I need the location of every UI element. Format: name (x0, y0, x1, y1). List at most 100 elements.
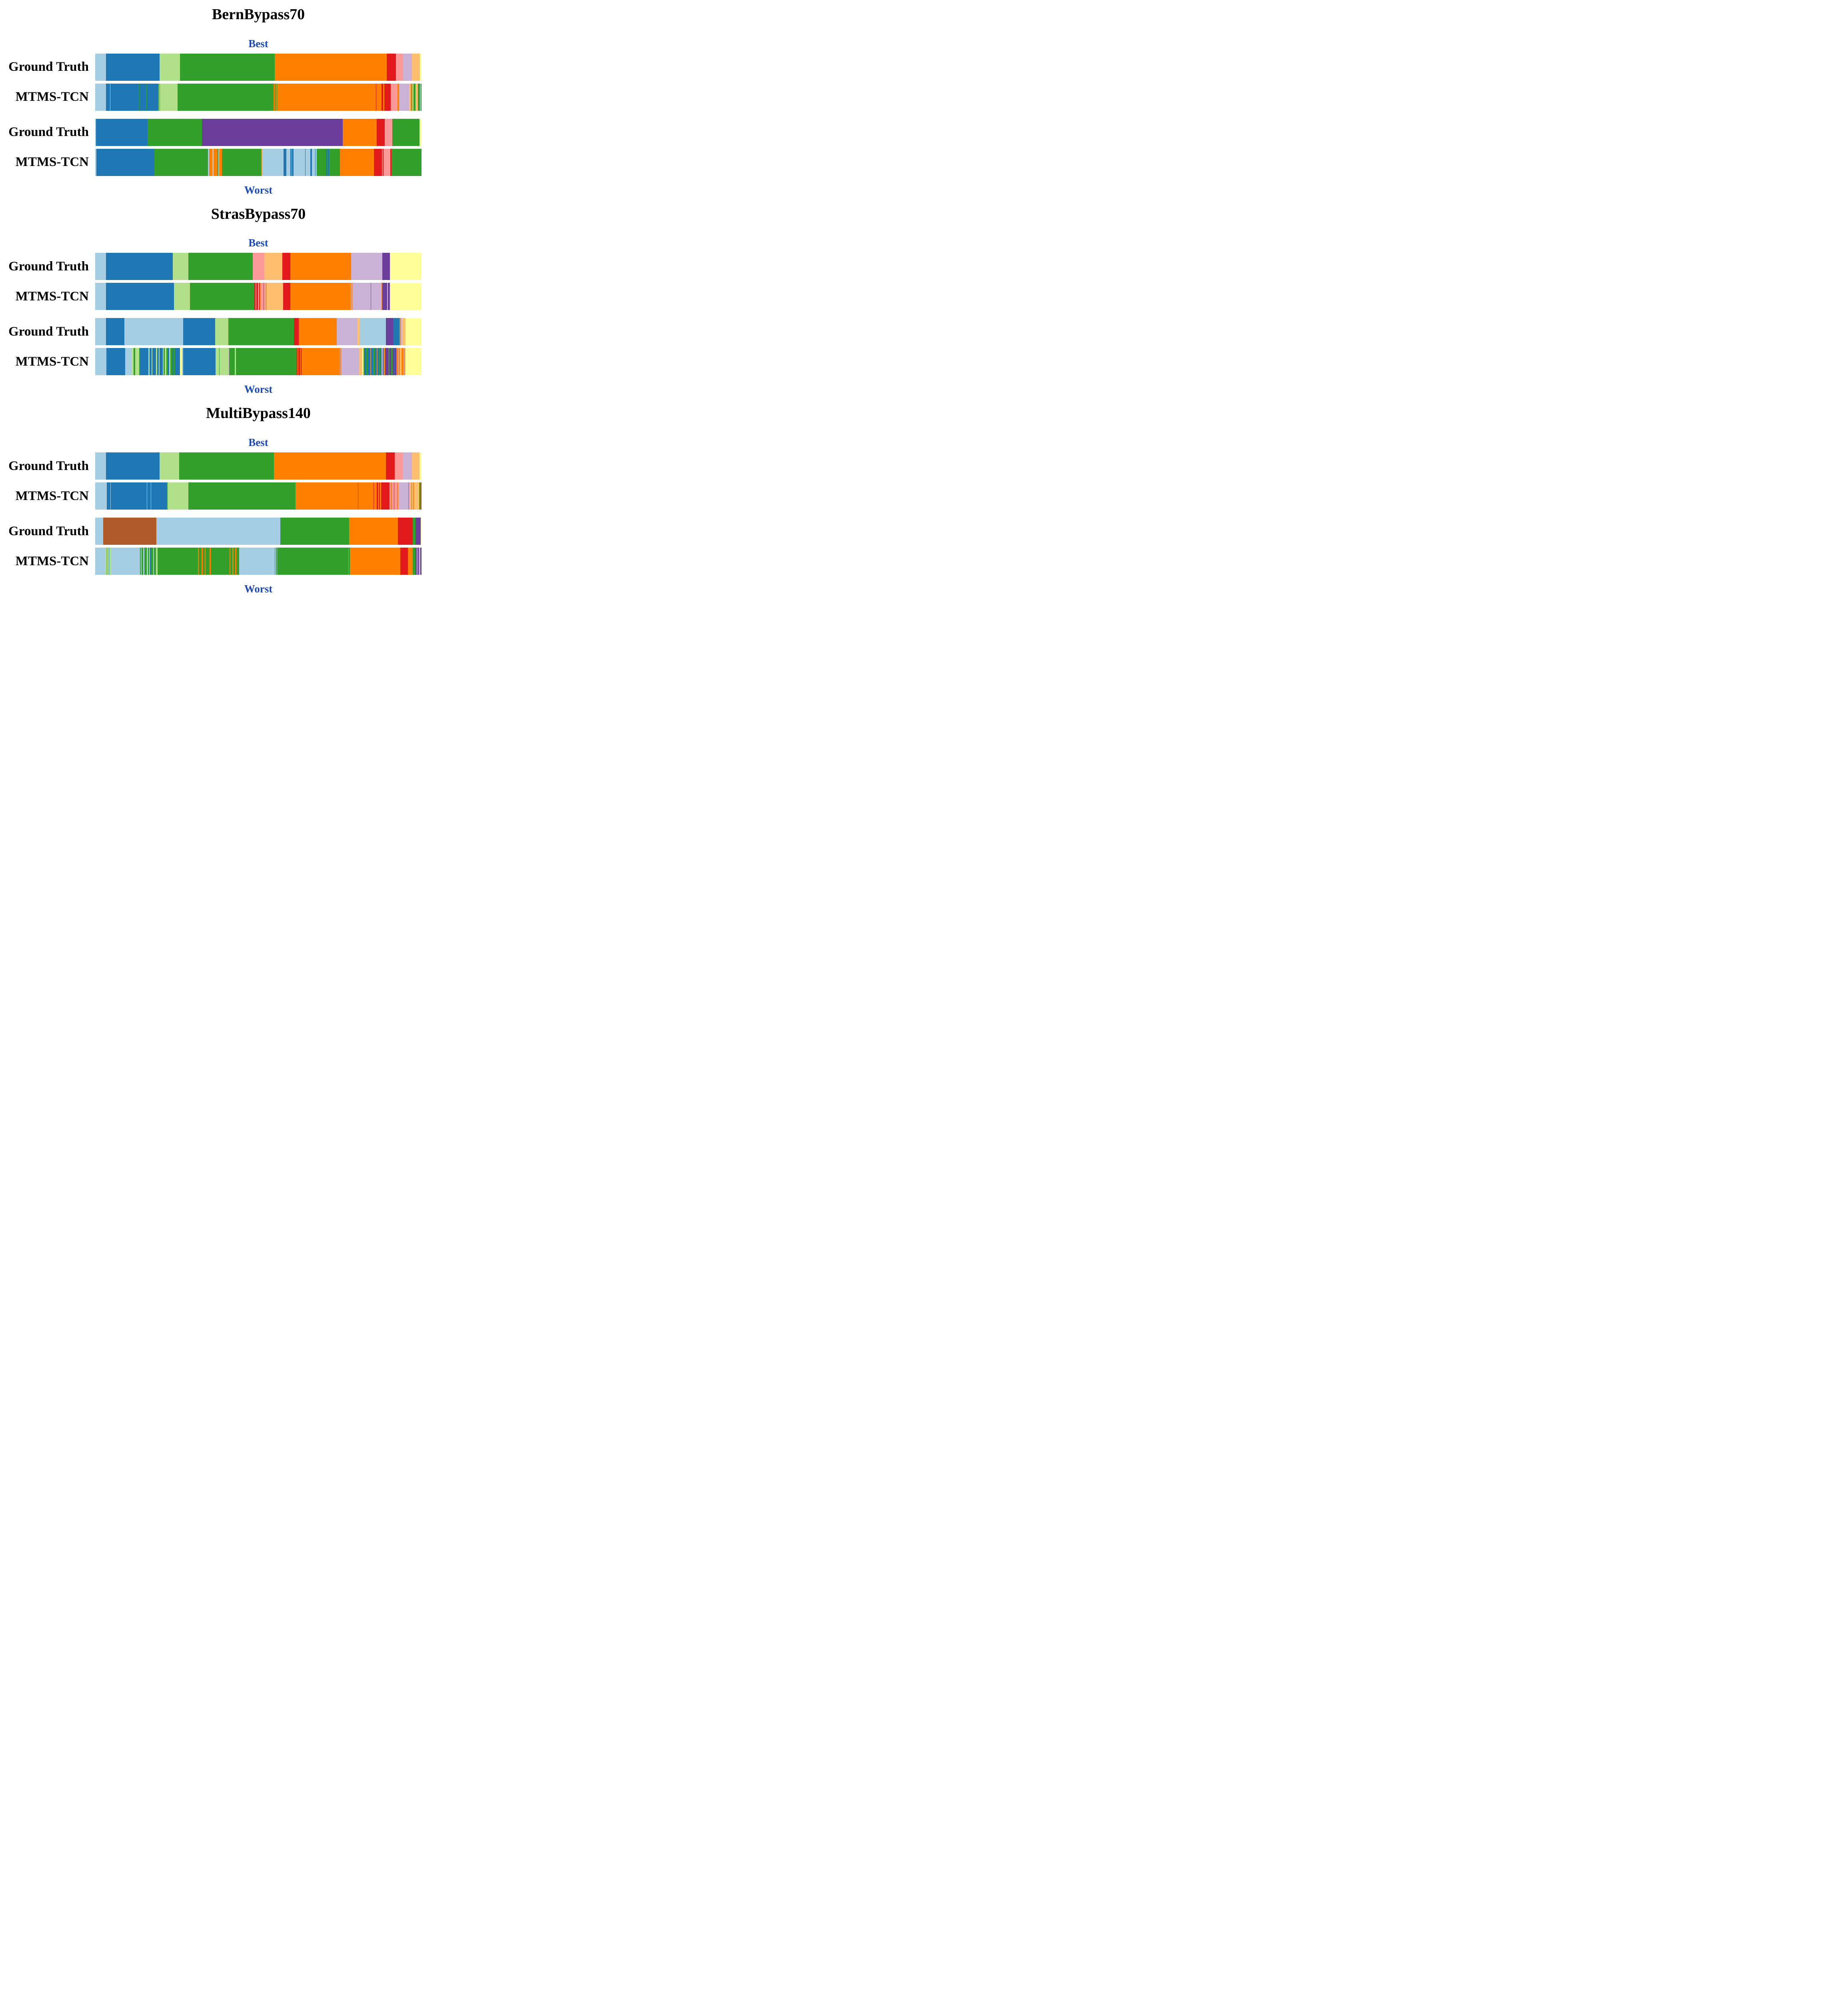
phase-segment (391, 348, 393, 376)
ground-truth-label: Ground Truth (8, 60, 89, 74)
phase-segment (124, 318, 183, 346)
ground-truth-label: Ground Truth (8, 324, 89, 339)
phase-segment (418, 83, 420, 111)
phase-segment (213, 148, 218, 176)
phase-segment (409, 482, 410, 510)
phase-segment (202, 548, 203, 575)
phase-segment (235, 548, 236, 575)
phase-segment (95, 348, 107, 376)
phase-segment (96, 148, 154, 176)
phase-segment (132, 348, 134, 376)
prediction-bar-best (95, 283, 422, 310)
phase-segment (160, 348, 163, 376)
prediction-bar-worst (95, 548, 422, 575)
phase-segment (419, 548, 420, 575)
phase-segment (358, 482, 374, 510)
phase-segment (183, 348, 216, 376)
phase-segment (405, 348, 422, 376)
phase-segment (156, 518, 281, 545)
phase-segment (412, 548, 416, 575)
phase-segment (148, 348, 150, 376)
phase-segment (416, 548, 417, 575)
phase-segment (260, 283, 264, 310)
phase-segment (412, 53, 420, 81)
phase-segment (382, 253, 390, 280)
phase-segment (402, 318, 406, 346)
phase-segment (299, 318, 337, 346)
phase-segment (349, 518, 398, 545)
worst-pair: Ground Truth MTMS-TCN (0, 318, 462, 376)
phase-segment (420, 518, 422, 545)
phase-segment (96, 118, 148, 146)
phase-segment (219, 348, 220, 376)
phase-segment (218, 148, 219, 176)
phase-segment (351, 253, 383, 280)
phase-segment (188, 482, 296, 510)
phase-segment (210, 548, 230, 575)
worst-label: Worst (244, 383, 273, 396)
phase-segment (276, 548, 277, 575)
phase-segment (394, 348, 395, 376)
phase-segment (147, 482, 151, 510)
ribbon-row: Ground Truth (0, 518, 462, 545)
prediction-bar-best (95, 83, 422, 111)
phase-segment (206, 548, 210, 575)
model-label: MTMS-TCN (15, 354, 89, 369)
phase-segment (393, 318, 400, 346)
phase-segment (312, 148, 316, 176)
phase-segment (371, 348, 374, 376)
phase-segment (229, 348, 235, 376)
phase-segment (157, 348, 159, 376)
phase-segment (416, 518, 421, 545)
phase-segment (254, 283, 256, 310)
phase-segment (199, 548, 202, 575)
best-pair: Ground Truth MTMS-TCN (0, 253, 462, 310)
phase-segment (407, 83, 410, 111)
phase-segment (298, 348, 300, 376)
phase-segment (409, 83, 411, 111)
section-bernbypass70: BernBypass70 Best Ground Truth MTMS-TCN … (0, 6, 462, 196)
phase-segment (380, 482, 381, 510)
phase-segment (169, 348, 170, 376)
phase-segment (144, 548, 147, 575)
phase-segment (202, 548, 205, 575)
phase-segment (180, 348, 182, 376)
phase-segment (110, 83, 140, 111)
phase-segment (111, 548, 140, 575)
phase-segment (210, 548, 211, 575)
phase-segment (352, 283, 371, 310)
phase-segment (395, 348, 396, 376)
phase-segment (95, 548, 106, 575)
phase-segment (418, 482, 419, 510)
phase-segment (95, 118, 96, 146)
phase-segment (358, 348, 359, 376)
phase-segment (293, 148, 306, 176)
phase-segment (392, 348, 394, 376)
phase-segment (277, 548, 349, 575)
best-label: Best (248, 37, 268, 50)
phase-segment (140, 548, 141, 575)
phase-segment (174, 348, 175, 376)
phase-segment (295, 482, 358, 510)
phase-segment (394, 482, 397, 510)
phase-segment (202, 118, 343, 146)
phase-segment (236, 548, 240, 575)
phase-segment (363, 348, 365, 376)
phase-segment (111, 482, 147, 510)
phase-segment (245, 148, 246, 176)
phase-segment (384, 148, 390, 176)
phase-segment (394, 482, 395, 510)
phase-segment (412, 518, 416, 545)
phase-segment (420, 452, 422, 480)
phase-segment (167, 482, 189, 510)
phase-segment (280, 518, 350, 545)
phase-segment (400, 348, 402, 376)
phase-segment (388, 283, 389, 310)
phase-segment (310, 148, 312, 176)
phase-segment (141, 548, 143, 575)
phase-segment (290, 253, 351, 280)
phase-segment (95, 482, 107, 510)
phase-segment (391, 482, 392, 510)
phase-segment (290, 283, 351, 310)
ground-truth-label: Ground Truth (8, 125, 89, 140)
